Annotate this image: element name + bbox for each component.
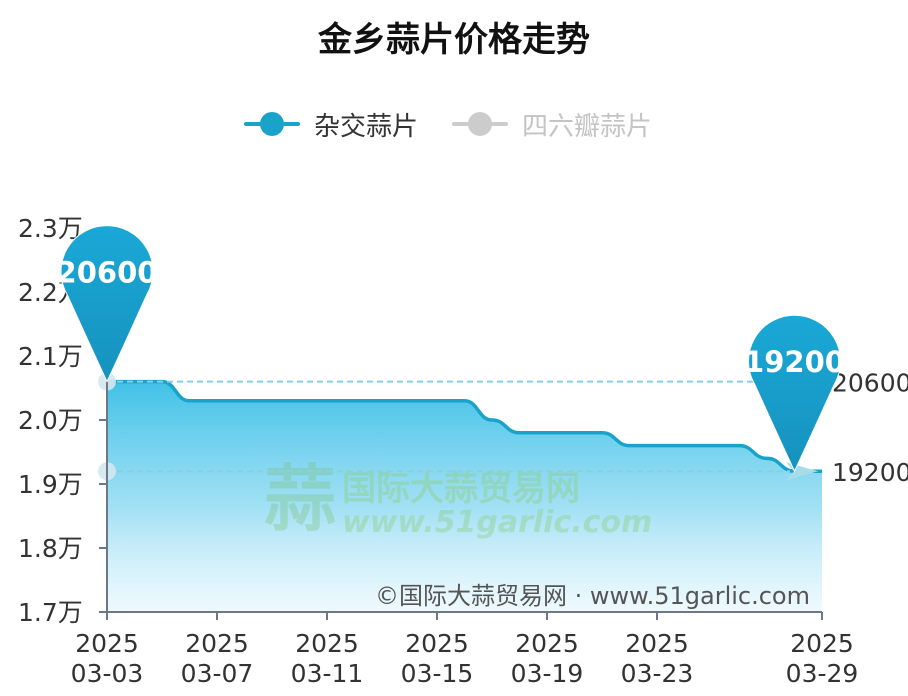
x-tick-label-date: 03-03: [71, 659, 144, 688]
watermark-name: 国际大蒜贸易网: [342, 469, 580, 509]
legend-item-series-1[interactable]: 杂交蒜片: [244, 104, 418, 144]
x-tick-label-date: 03-29: [786, 659, 859, 688]
legend-label: 杂交蒜片: [314, 111, 419, 142]
legend-dot-icon: [260, 112, 284, 136]
x-tick-label-date: 03-11: [291, 659, 364, 688]
x-tick-label-year: 2025: [75, 629, 139, 658]
mark-point-pin-icon: [748, 314, 841, 473]
legend-label: 四六瓣蒜片: [522, 111, 653, 142]
x-tick-label-year: 2025: [185, 629, 249, 658]
legend-item-series-2[interactable]: 四六瓣蒜片: [452, 104, 652, 144]
x-tick-label-year: 2025: [295, 629, 359, 658]
mark-points: 20600 19200: [57, 225, 845, 473]
series-area: [107, 381, 822, 612]
legend-line-icon: [244, 112, 300, 136]
mark-lines: 20600 19200: [98, 369, 908, 487]
y-tick-label: 1.7万: [18, 598, 83, 627]
x-tick-label-year: 2025: [515, 629, 579, 658]
chart-title: 金乡蒜片价格走势: [318, 20, 590, 60]
y-tick-label: 2.3万: [18, 214, 83, 243]
legend: 杂交蒜片 四六瓣蒜片: [0, 104, 908, 144]
y-tick-label: 2.1万: [18, 342, 83, 371]
mark-point-label: 20600: [57, 256, 158, 290]
x-tick-label-date: 03-19: [511, 659, 584, 688]
watermark: 蒜国际大蒜贸易网www.51garlic.com: [264, 457, 652, 541]
series-line: [107, 379, 822, 473]
area-layer: [107, 379, 822, 612]
y-tick-label: 1.9万: [18, 470, 83, 499]
x-tick-label-date: 03-23: [621, 659, 694, 688]
y-tick-label: 1.8万: [18, 534, 83, 563]
x-tick-label-date: 03-07: [181, 659, 254, 688]
legend-dot-icon: [468, 112, 492, 136]
watermark-logo-icon: 蒜: [264, 457, 336, 541]
legend-line-icon: [452, 112, 508, 136]
mark-line-label: 20600: [832, 369, 908, 398]
x-tick-label-year: 2025: [405, 629, 469, 658]
y-tick-label: 2.0万: [18, 406, 83, 435]
mark-point-label: 19200: [744, 345, 845, 379]
x-tick-label-date: 03-15: [401, 659, 474, 688]
axes: 1.7万1.8万1.9万2.0万2.1万2.2万2.3万202503-03202…: [18, 214, 858, 688]
x-tick-label-year: 2025: [625, 629, 689, 658]
x-tick-label-year: 2025: [790, 629, 854, 658]
copyright-text: ©国际大蒜贸易网 · www.51garlic.com: [375, 582, 810, 610]
mark-line-label: 19200: [832, 458, 908, 487]
mark-point-pin-icon: [60, 225, 154, 383]
watermark-url: www.51garlic.com: [342, 505, 652, 540]
